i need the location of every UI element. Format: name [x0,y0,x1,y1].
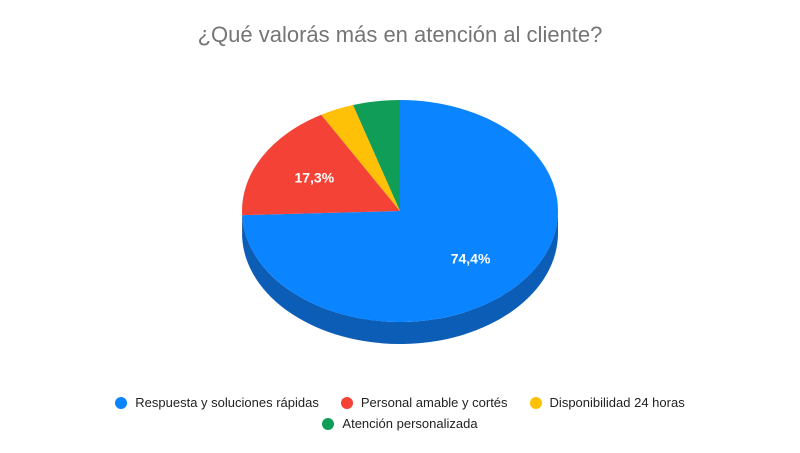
legend-item-disponibilidad[interactable]: Disponibilidad 24 horas [529,395,685,410]
pie-slice-respuesta[interactable] [242,100,559,322]
data-label-personal: 17,3% [294,170,334,186]
legend-swatch-atencion [322,417,335,430]
legend-label-personal: Personal amable y cortés [360,395,508,410]
legend-label-disponibilidad: Disponibilidad 24 horas [549,395,685,410]
legend-item-personal[interactable]: Personal amable y cortés [340,395,508,410]
legend-item-respuesta[interactable]: Respuesta y soluciones rápidas [115,395,319,410]
legend-swatch-personal [340,396,353,409]
legend-swatch-disponibilidad [529,396,542,409]
pie-side-respuesta [242,211,559,345]
legend-label-atencion: Atención personalizada [342,416,478,431]
legend-row-2: Atención personalizada [0,416,800,431]
chart-title: ¿Qué valorás más en atención al cliente? [197,22,603,47]
legend-label-respuesta: Respuesta y soluciones rápidas [135,395,319,410]
pie-chart: 74,4% 17,3% [242,100,559,345]
data-label-respuesta: 74,4% [451,251,491,267]
legend: Respuesta y soluciones rápidas Personal … [0,395,800,410]
pie-slice-disponibilidad[interactable] [321,105,400,211]
legend-swatch-respuesta [115,396,128,409]
legend-item-atencion[interactable]: Atención personalizada [322,416,478,431]
pie-slice-atencion[interactable] [353,100,400,211]
pie-slice-personal[interactable] [242,114,400,216]
